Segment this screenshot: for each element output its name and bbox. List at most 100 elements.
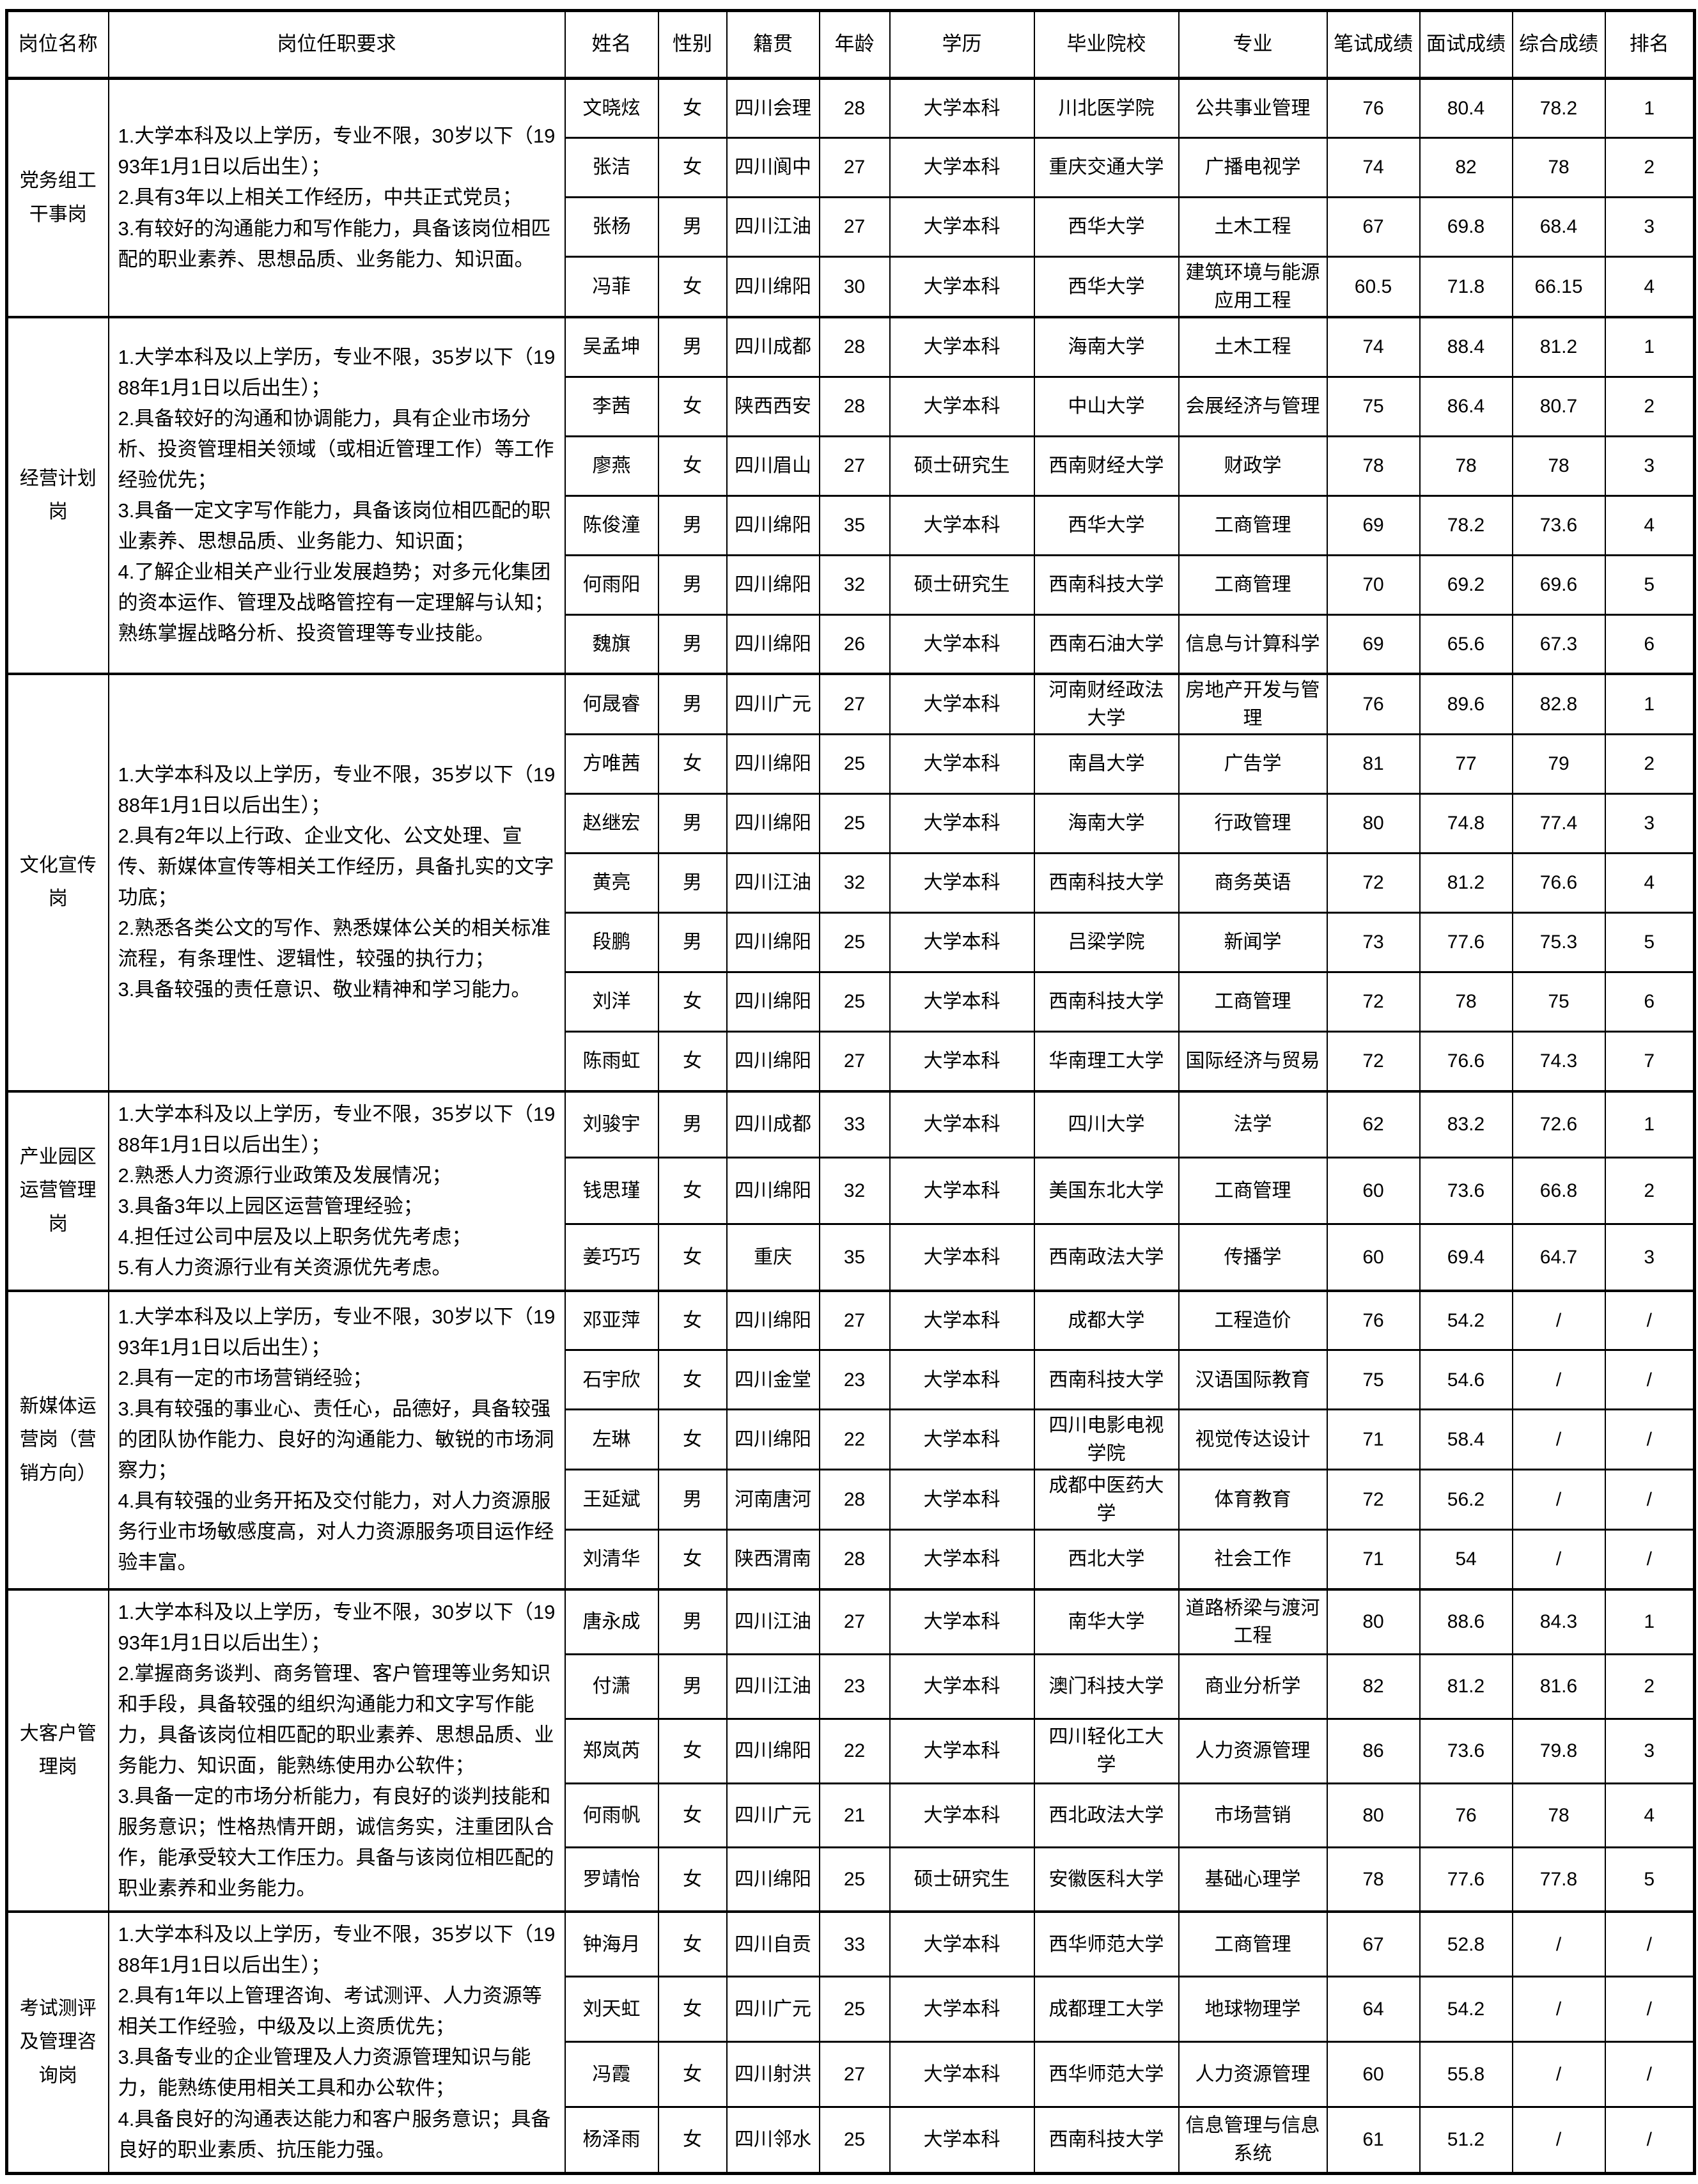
major-cell: 视觉传达设计 (1178, 1408, 1328, 1471)
written-score-cell: 78 (1326, 1846, 1421, 1913)
gender-cell: 女 (657, 77, 728, 139)
interview-score-cell: 69.8 (1419, 196, 1513, 258)
written-score-cell: 60.5 (1326, 256, 1421, 318)
school-cell: 西北大学 (1033, 1529, 1180, 1591)
table-header: 岗位名称 岗位任职要求 姓名 性别 籍贯 年龄 学历 毕业院校 专业 笔试成绩 … (6, 10, 1695, 80)
major-cell: 工商管理 (1178, 971, 1328, 1033)
written-score-cell: 76 (1326, 77, 1421, 139)
hometown-cell: 四川广元 (726, 1976, 820, 2043)
position-requirements-cell: 1.大学本科及以上学历，专业不限，30岁以下（1993年1月1日以后出生）； 2… (107, 1588, 566, 1913)
rank-cell: / (1604, 1976, 1695, 2043)
overall-score-cell: / (1511, 1976, 1606, 2043)
interview-score-cell: 80.4 (1419, 77, 1513, 139)
age-cell: 22 (818, 1408, 891, 1471)
column-header-age: 年龄 (818, 10, 891, 80)
gender-cell: 女 (657, 256, 728, 318)
overall-score-cell: / (1511, 1290, 1606, 1352)
school-cell: 四川大学 (1033, 1089, 1180, 1159)
overall-score-cell: / (1511, 1910, 1606, 1978)
candidate-row: 廖燕女四川眉山 27 硕士研究生 西南财经大学 财政学 78 78 78 3 (7, 435, 1695, 497)
gender-cell: 女 (657, 2041, 728, 2108)
education-cell: 硕士研究生 (889, 1846, 1035, 1913)
name-cell: 李茜 (564, 375, 659, 437)
rank-cell: / (1604, 1349, 1695, 1411)
overall-score-cell: / (1511, 2041, 1606, 2108)
position-group: 新媒体运营岗（营销方向） 1.大学本科及以上学历，专业不限，30岁以下（1993年… (6, 1290, 1695, 1591)
gender-cell: 男 (657, 316, 728, 378)
rank-cell: 6 (1604, 971, 1695, 1033)
rank-cell: 5 (1604, 554, 1695, 616)
name-cell: 罗靖怡 (564, 1846, 659, 1913)
column-header-gender: 性别 (657, 10, 728, 80)
major-cell: 人力资源管理 (1178, 1717, 1328, 1785)
education-cell: 大学本科 (889, 912, 1035, 973)
rank-cell: 2 (1604, 1653, 1695, 1720)
position-name-cell: 党务组工干事岗 (6, 77, 109, 318)
candidate-row: 方唯茜女四川绵阳 25 大学本科 南昌大学 广告学 81 77 79 2 (7, 733, 1695, 795)
rank-cell: 3 (1604, 435, 1695, 497)
age-cell: 27 (818, 196, 891, 258)
hometown-cell: 四川邻水 (726, 2105, 820, 2174)
written-score-cell: 74 (1326, 137, 1421, 198)
gender-cell: 女 (657, 971, 728, 1033)
education-cell: 大学本科 (889, 1717, 1035, 1785)
name-cell: 方唯茜 (564, 733, 659, 795)
hometown-cell: 重庆 (726, 1223, 820, 1292)
overall-score-cell: 66.8 (1511, 1157, 1606, 1226)
age-cell: 33 (818, 1089, 891, 1159)
interview-score-cell: 88.6 (1419, 1588, 1513, 1656)
position-group: 经营计划岗 1.大学本科及以上学历，专业不限，35岁以下（1988年1月1日以后出… (6, 316, 1695, 675)
name-cell: 姜巧巧 (564, 1223, 659, 1292)
candidate-row: 魏旗男四川绵阳 26 大学本科 西南石油大学 信息与计算科学 69 65.6 67.3 6 (7, 613, 1695, 675)
written-score-cell: 81 (1326, 733, 1421, 795)
education-cell: 大学本科 (889, 256, 1035, 318)
position-group: 产业园区运营管理岗 1.大学本科及以上学历，专业不限，35岁以下（1988年1月1… (6, 1089, 1695, 1292)
position-name-cell: 考试测评及管理咨询岗 (6, 1910, 109, 2174)
candidate-row: 何雨帆女四川广元 21 大学本科 西北政法大学 市场营销 80 76 78 4 (7, 1782, 1695, 1849)
interview-score-cell: 65.6 (1419, 613, 1513, 675)
hometown-cell: 四川成都 (726, 1089, 820, 1159)
gender-cell: 男 (657, 1089, 728, 1159)
written-score-cell: 80 (1326, 793, 1421, 854)
hometown-cell: 四川绵阳 (726, 613, 820, 675)
rank-cell: 4 (1604, 494, 1695, 556)
column-header-overall-score: 综合成绩 (1511, 10, 1606, 80)
education-cell: 大学本科 (889, 1089, 1035, 1159)
education-cell: 大学本科 (889, 494, 1035, 556)
school-cell: 南华大学 (1033, 1588, 1180, 1656)
candidate-row: 产业园区运营管理岗 1.大学本科及以上学历，专业不限，35岁以下（1988年1月1… (6, 1089, 1695, 1292)
school-cell: 西北政法大学 (1033, 1782, 1180, 1849)
candidate-row: 冯菲女四川绵阳 30 大学本科 西华大学 建筑环境与能源应用工程 60.5 71.8 66.1… (7, 256, 1695, 318)
name-cell: 付潇 (564, 1653, 659, 1720)
rank-cell: 2 (1604, 137, 1695, 198)
name-cell: 吴孟坤 (564, 316, 659, 378)
age-cell: 27 (818, 137, 891, 198)
rank-cell: 1 (1604, 77, 1695, 139)
candidate-row: 文化宣传岗 1.大学本科及以上学历，专业不限，35岁以下（1988年1月1日以后出… (6, 673, 1695, 1092)
position-group: 考试测评及管理咨询岗 1.大学本科及以上学历，专业不限，35岁以下（1988年1月… (6, 1910, 1695, 2174)
candidate-row: 冯霞女四川射洪 27 大学本科 西华师范大学 人力资源管理 60 55.8// (7, 2041, 1695, 2108)
name-cell: 陈俊潼 (564, 494, 659, 556)
name-cell: 刘骏宇 (564, 1089, 659, 1159)
candidate-row: 刘清华女陕西渭南 28 大学本科 西北大学 社会工作 71 54// (7, 1529, 1695, 1591)
hometown-cell: 四川绵阳 (726, 971, 820, 1033)
overall-score-cell: 66.15 (1511, 256, 1606, 318)
candidate-row: 陈俊潼男四川绵阳 35 大学本科 西华大学 工商管理 69 78.2 73.6 4 (7, 494, 1695, 556)
written-score-cell: 73 (1326, 912, 1421, 973)
major-cell: 人力资源管理 (1178, 2041, 1328, 2108)
candidate-row: 石宇欣女四川金堂 23 大学本科 西南科技大学 汉语国际教育 75 54.6// (7, 1349, 1695, 1411)
age-cell: 25 (818, 2105, 891, 2174)
school-cell: 吕梁学院 (1033, 912, 1180, 973)
hometown-cell: 四川绵阳 (726, 494, 820, 556)
major-cell: 法学 (1178, 1089, 1328, 1159)
rank-cell: 2 (1604, 1157, 1695, 1226)
major-cell: 会展经济与管理 (1178, 375, 1328, 437)
hometown-cell: 四川绵阳 (726, 554, 820, 616)
rank-cell: 3 (1604, 793, 1695, 854)
position-group: 党务组工干事岗 1.大学本科及以上学历，专业不限，30岁以下（1993年1月1日以… (6, 77, 1695, 318)
education-cell: 大学本科 (889, 1290, 1035, 1352)
rank-cell: 3 (1604, 1717, 1695, 1785)
interview-score-cell: 71.8 (1419, 256, 1513, 318)
school-cell: 西南科技大学 (1033, 2105, 1180, 2174)
overall-score-cell: 78 (1511, 435, 1606, 497)
